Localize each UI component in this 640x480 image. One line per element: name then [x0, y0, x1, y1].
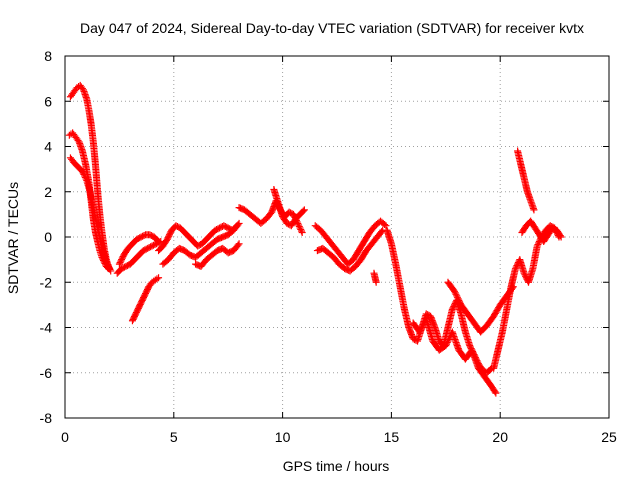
- data-point-fill: [295, 222, 303, 230]
- data-point-fill: [521, 271, 529, 279]
- data-point: [492, 389, 500, 397]
- x-tick-label: 10: [275, 429, 291, 445]
- data-point-fill: [78, 84, 86, 92]
- data-point: [115, 260, 123, 268]
- data-point-fill: [455, 296, 463, 304]
- data-point: [533, 242, 541, 250]
- y-tick-label: 4: [44, 139, 52, 155]
- data-point-fill: [105, 263, 113, 271]
- data-point: [448, 305, 456, 313]
- data-point-fill: [443, 339, 451, 347]
- y-tick-label: 2: [44, 184, 52, 200]
- data-point-fill: [80, 170, 88, 178]
- chart-title: Day 047 of 2024, Sidereal Day-to-day VTE…: [80, 20, 584, 36]
- y-tick-label: -2: [40, 274, 53, 290]
- data-point-fill: [153, 275, 161, 283]
- data-point-fill: [164, 234, 172, 242]
- data-point: [372, 278, 380, 286]
- data-point-fill: [491, 388, 499, 396]
- y-tick-label: 8: [44, 48, 52, 64]
- y-tick-label: 0: [44, 229, 52, 245]
- x-tick-labels: 0 5 10 15 20 25: [61, 429, 617, 445]
- data-point-fill: [534, 241, 542, 249]
- y-tick-label: -4: [40, 320, 53, 336]
- data-point-fill: [416, 327, 424, 335]
- data-point-fill: [165, 232, 173, 240]
- data-point-fill: [378, 228, 386, 236]
- data-point: [235, 240, 243, 248]
- data-point: [511, 265, 519, 273]
- data-point-fill: [535, 239, 543, 247]
- x-axis-label: GPS time / hours: [283, 458, 390, 474]
- data-point: [78, 167, 86, 175]
- data-point: [451, 287, 459, 295]
- data-point: [520, 269, 528, 277]
- x-tick-label: 25: [601, 429, 617, 445]
- data-point: [106, 265, 114, 273]
- data-point-fill: [297, 227, 305, 235]
- data-point-fill: [117, 257, 125, 265]
- x-tick-label: 15: [384, 429, 400, 445]
- data-point-fill: [234, 221, 242, 229]
- data-point-fill: [166, 229, 174, 237]
- data-point-fill: [449, 304, 457, 312]
- data-point: [289, 210, 297, 218]
- data-point-fill: [453, 292, 461, 300]
- data-point: [300, 206, 308, 214]
- y-axis-label: SDTVAR / TECUs: [5, 182, 21, 294]
- data-point-fill: [118, 254, 126, 262]
- data-point-fill: [81, 173, 89, 181]
- tick-layer: [64, 55, 610, 419]
- data-point-fill: [296, 224, 304, 232]
- data-point-fill: [556, 232, 564, 240]
- data-point-fill: [234, 241, 242, 249]
- data-marks: [65, 81, 565, 397]
- x-tick-label: 20: [492, 429, 508, 445]
- data-point: [298, 228, 306, 236]
- data-point: [235, 219, 243, 227]
- data-point: [416, 328, 424, 336]
- data-point-fill: [417, 325, 425, 333]
- data-point-fill: [82, 175, 90, 183]
- data-point: [530, 206, 538, 214]
- data-point-fill: [445, 336, 453, 344]
- data-point: [163, 235, 171, 243]
- data-point: [466, 342, 474, 350]
- data-point-fill: [486, 365, 494, 373]
- data-point-fill: [453, 293, 461, 301]
- data-point-fill: [297, 225, 305, 233]
- y-tick-label: 6: [44, 93, 52, 109]
- data-point-fill: [381, 221, 389, 229]
- data-point-fill: [81, 172, 89, 180]
- data-point-fill: [452, 290, 460, 298]
- data-point-fill: [444, 337, 452, 345]
- y-tick-label: -6: [40, 365, 53, 381]
- data-point: [382, 222, 390, 230]
- x-tick-label: 5: [170, 429, 178, 445]
- data-point-fill: [512, 263, 520, 271]
- data-point-fill: [79, 169, 87, 177]
- x-tick-label: 0: [61, 429, 69, 445]
- grid-layer: [65, 56, 609, 418]
- y-tick-labels: -8 -6 -4 -2 0 2 4 6 8: [40, 48, 53, 426]
- data-point-fill: [451, 289, 459, 297]
- data-point-fill: [295, 221, 303, 229]
- y-tick-label: -8: [40, 410, 53, 426]
- data-point: [155, 274, 163, 282]
- data-point: [442, 342, 450, 350]
- data-point-fill: [454, 295, 462, 303]
- data-point-fill: [418, 324, 426, 331]
- data-point: [557, 233, 565, 241]
- data-point-fill: [116, 259, 124, 267]
- data-point-fill: [165, 231, 173, 239]
- data-point-fill: [299, 207, 307, 215]
- data-point-fill: [118, 256, 126, 264]
- data-point-fill: [74, 136, 82, 144]
- data-point-fill: [456, 298, 464, 306]
- data-point-fill: [155, 238, 163, 246]
- data-point-fill: [443, 340, 451, 348]
